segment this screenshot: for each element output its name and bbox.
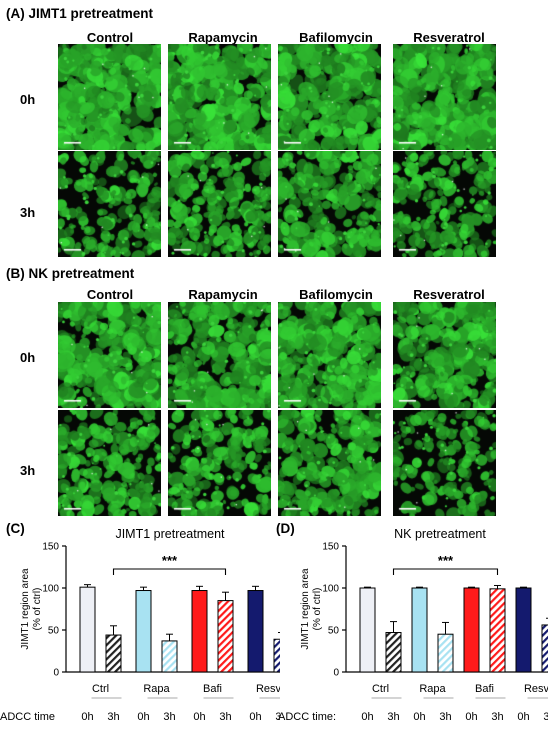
time-label: 3h: [219, 711, 231, 723]
y-tick-label: 100: [322, 584, 339, 595]
significance-bracket: [112, 568, 227, 575]
micrograph: [58, 151, 161, 257]
group-label: Resv: [256, 683, 280, 695]
panel-c-chart-title: JIMT1 pretreatment: [115, 527, 225, 541]
micrograph: [393, 410, 496, 516]
group-label: Resv: [524, 683, 548, 695]
bar-rapa-0h: [411, 587, 428, 673]
time-label: 0h: [465, 711, 477, 723]
bar-ctrl-3h: [105, 634, 122, 673]
panel-b-col-control: Control: [86, 287, 134, 302]
panel-b-col-resveratrol: Resveratrol: [413, 287, 485, 302]
micrograph: [58, 44, 161, 150]
y-tick-label: 50: [48, 626, 60, 637]
time-label: 3h: [543, 711, 548, 723]
micrograph: [168, 302, 271, 408]
time-label: 0h: [137, 711, 149, 723]
panel-b-letter: (B): [6, 266, 25, 281]
panel-d-letter: (D): [276, 521, 295, 536]
time-label: 3h: [491, 711, 503, 723]
bar-rapa-3h: [437, 633, 454, 673]
y-axis-label: JIMT1 region area(% of ctrl): [300, 568, 323, 650]
bar-bafi-3h: [489, 588, 506, 673]
x-axis-title: ADCC time: [0, 711, 55, 723]
significance-bracket: [392, 568, 499, 575]
micrograph: [168, 44, 271, 150]
micrograph: [58, 302, 161, 408]
panel-b-title: (B) NK pretreatment: [6, 266, 134, 281]
time-label: 3h: [163, 711, 175, 723]
panel-b-col-bafilomycin: Bafilomycin: [299, 287, 373, 302]
group-label: Bafi: [203, 683, 222, 695]
time-label: 3h: [107, 711, 119, 723]
bar-resv-3h: [273, 638, 280, 673]
time-label: 0h: [413, 711, 425, 723]
x-axis-title: ADCC time:: [278, 711, 336, 723]
bar-chart-d: 0 50 100 150 JIMT1 region area(% of ctrl) 0h 3…: [278, 542, 548, 723]
bar-resv-0h: [247, 590, 264, 673]
panel-a-heading: JIMT1 pretreatment: [28, 6, 154, 21]
bar-rapa-0h: [135, 590, 152, 673]
micrograph: [393, 302, 496, 408]
bar-resv-0h: [515, 587, 532, 673]
y-tick-label: 150: [42, 542, 59, 553]
y-axis-label: JIMT1 region area(% of ctrl): [20, 568, 43, 650]
bar-bafi-0h: [191, 590, 208, 673]
panel-a-title: (A) JIMT1 pretreatment: [6, 6, 153, 21]
time-label: 0h: [81, 711, 93, 723]
panel-a-col-control: Control: [86, 30, 134, 45]
panel-a-col-bafilomycin: Bafilomycin: [299, 30, 373, 45]
micrograph: [278, 410, 381, 516]
significance-label: ***: [162, 553, 178, 568]
micrograph: [278, 302, 381, 408]
time-label: 0h: [193, 711, 205, 723]
group-label: Rapa: [143, 683, 170, 695]
panel-b-row-0h: 0h: [20, 350, 36, 365]
panel-c-letter: (C): [6, 521, 25, 536]
panel-a-col-rapamycin: Rapamycin: [188, 30, 258, 45]
panel-a-letter: (A): [6, 6, 25, 21]
y-tick-label: 0: [333, 668, 339, 679]
bar-chart-c: 0 50 100 150 JIMT1 region area(% of ctrl) 0h 3…: [0, 542, 280, 723]
bar-resv-3h: [541, 624, 548, 673]
time-label: 0h: [361, 711, 373, 723]
micrograph: [168, 410, 271, 516]
time-label: 3h: [439, 711, 451, 723]
significance-label: ***: [438, 553, 454, 568]
bar-rapa-3h: [161, 640, 178, 673]
group-label: Bafi: [475, 683, 494, 695]
bar-ctrl-3h: [385, 632, 402, 673]
panel-d-chart-title: NK pretreatment: [394, 527, 486, 541]
time-label: 3h: [275, 711, 280, 723]
micrograph: [168, 151, 271, 257]
micrograph: [58, 410, 161, 516]
micrograph: [278, 44, 381, 150]
group-label: Ctrl: [372, 683, 389, 695]
time-label: 0h: [249, 711, 261, 723]
group-label: Ctrl: [92, 683, 109, 695]
panel-b-col-rapamycin: Rapamycin: [188, 287, 258, 302]
panel-b-heading: NK pretreatment: [28, 266, 135, 281]
y-tick-label: 0: [53, 668, 59, 679]
bar-bafi-0h: [463, 587, 480, 673]
group-label: Rapa: [419, 683, 446, 695]
y-tick-label: 150: [322, 542, 339, 553]
y-tick-label: 50: [328, 626, 340, 637]
panel-a-row-3h: 3h: [20, 205, 36, 220]
y-tick-label: 100: [42, 584, 59, 595]
panel-b-row-3h: 3h: [20, 463, 36, 478]
micrograph: [278, 151, 381, 257]
micrograph: [393, 44, 496, 150]
bar-bafi-3h: [217, 600, 234, 673]
time-label: 0h: [517, 711, 529, 723]
panel-a-row-0h: 0h: [20, 92, 36, 107]
panel-a-col-resveratrol: Resveratrol: [413, 30, 485, 45]
micrograph: [393, 151, 496, 257]
time-label: 3h: [387, 711, 399, 723]
bar-ctrl-0h: [79, 586, 96, 673]
bar-ctrl-0h: [359, 587, 376, 673]
